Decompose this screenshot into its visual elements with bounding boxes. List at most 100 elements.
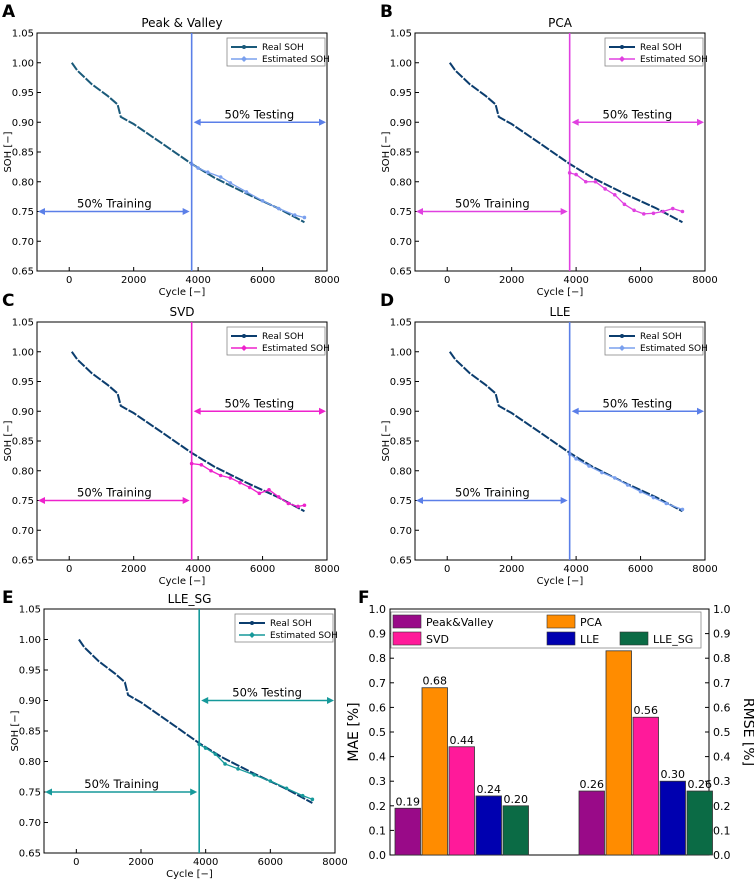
x-tick-label: 4000 [563,564,588,575]
estimated-soh-point [247,485,252,490]
legend-real-marker [250,621,254,625]
y-tick-label: 1.00 [390,58,412,69]
x-axis-label: Cycle [−] [166,869,213,880]
estimated-soh-point [680,507,685,512]
estimated-soh-point [680,209,685,214]
estimated-soh-point [612,193,617,197]
x-axis-label: Cycle [−] [537,287,584,298]
training-label: 50% Training [455,486,530,500]
legend-box [234,613,334,643]
y-tick-label: 0.70 [390,526,412,537]
training-label: 50% Training [84,777,159,791]
estimated-soh-point [257,491,262,496]
y-tick-label-right: 0.2 [713,800,731,813]
y-tick-label: 0.70 [19,818,41,829]
y-tick-label: 0.95 [12,88,34,99]
legend-estimated-marker [619,345,625,351]
y-tick-label: 0.95 [19,666,41,677]
x-tick-label: 2000 [121,275,146,286]
x-tick-label: 2000 [499,564,524,575]
panel-d: D LLE 0.65 0.70 0.75 0.80 0.85 0.90 0.95 1.00 1.05… [380,291,718,587]
y-tick-label: 0.80 [12,177,34,188]
bar-value-label: 0.30 [661,768,686,781]
x-tick-label: 8000 [692,275,717,286]
real-soh-line [70,351,305,513]
y-tick-label: 0.75 [390,207,412,218]
y-tick-label-right: 1.0 [713,603,731,616]
legend-label: LLE_SG [653,633,693,646]
estimated-soh-point [302,215,307,220]
y-tick-label-right: 0.1 [713,824,731,837]
training-arrow-head-left [38,497,45,504]
estimated-soh-point [209,468,213,473]
y-tick-label: 0.90 [12,407,34,418]
x-tick-label: 6000 [250,564,275,575]
estimated-soh-point [670,206,675,211]
legend-estimated-marker [241,56,247,62]
estimated-soh-point [310,797,315,802]
legend-estimated-label: Estimated SOH [262,55,330,65]
training-arrow-head-right [190,788,198,796]
training-arrow-head-left [416,208,423,215]
estimated-soh-point [236,767,240,771]
x-tick-label: 8000 [322,857,347,868]
x-axis-label: Cycle [−] [537,576,584,587]
y-tick-label: 1.05 [12,318,34,329]
y-tick-label: 0.90 [12,118,34,129]
estimated-soh-point [228,476,233,480]
x-tick-label: 4000 [563,275,588,286]
x-tick-label: 6000 [628,564,653,575]
estimated-soh-point [587,464,591,468]
training-arrow-head-left [416,497,423,504]
panel-letter: C [2,291,14,311]
x-tick-label: 0 [444,564,450,575]
chart-title: LLE_SG [168,592,212,606]
legend-real-marker [242,334,246,338]
bar-lle-mae [475,795,502,856]
y-tick-label-right: 0.5 [713,726,731,739]
y-tick-label: 1.05 [390,29,412,40]
training-arrow-head-left [38,208,45,215]
x-tick-label: 8000 [692,564,717,575]
y-tick-label-right: 0.9 [713,628,731,641]
estimated-soh-point [244,190,249,194]
y-tick-label: 0.90 [19,696,41,707]
y-tick-label: 0.85 [12,437,34,448]
legend-swatch [619,631,649,646]
x-tick-label: 8000 [314,275,339,286]
x-axis-label: Cycle [−] [159,287,206,298]
y-tick-label: 0.65 [12,556,34,567]
y-tick-label-right: 0.6 [713,701,731,714]
legend-box [226,37,326,67]
y-tick-label: 0.75 [12,207,34,218]
y-axis-label: SOH [−] [3,131,14,172]
x-tick-label: 6000 [250,275,275,286]
bar-value-label: 0.68 [423,675,448,688]
chart-title: PCA [548,16,573,30]
legend-real-label: Real SOH [640,332,682,342]
y-tick-label-left: 0.0 [369,849,387,862]
estimated-soh-point [300,793,305,798]
testing-arrow-head-right [319,407,326,415]
estimated-soh-point [238,480,242,485]
legend-estimated-label: Estimated SOH [262,344,330,354]
plot-frame [43,608,336,854]
estimated-soh-point [223,762,227,766]
legend-real-marker [620,45,624,49]
legend-box [604,326,704,356]
y-tick-label-left: 0.2 [369,800,387,813]
legend-real-label: Real SOH [262,43,304,53]
estimated-soh-point [260,198,265,203]
x-tick-label: 2000 [121,564,146,575]
estimated-soh-point [228,181,233,185]
x-tick-label: 8000 [314,564,339,575]
testing-arrow-head-left [193,407,201,415]
panel-letter: A [2,2,16,22]
y-tick-label: 0.85 [390,148,412,159]
y-tick-label: 1.05 [19,605,41,616]
y-axis-label: SOH [−] [10,710,21,751]
legend-real-label: Real SOH [270,619,312,629]
panel-c: C SVD 0.65 0.70 0.75 0.80 0.85 0.90 0.95 1.00 1.05… [2,291,340,587]
y-tick-label: 0.90 [390,407,412,418]
legend-real-label: Real SOH [262,332,304,342]
